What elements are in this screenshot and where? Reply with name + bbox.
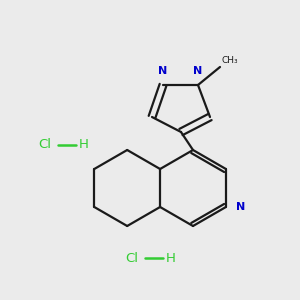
Text: CH₃: CH₃ bbox=[222, 56, 238, 65]
Text: H: H bbox=[166, 251, 176, 265]
Text: Cl: Cl bbox=[125, 251, 138, 265]
Text: N: N bbox=[236, 202, 245, 212]
Text: Cl: Cl bbox=[38, 139, 51, 152]
Text: H: H bbox=[79, 139, 89, 152]
Text: N: N bbox=[158, 66, 168, 76]
Text: N: N bbox=[194, 66, 202, 76]
